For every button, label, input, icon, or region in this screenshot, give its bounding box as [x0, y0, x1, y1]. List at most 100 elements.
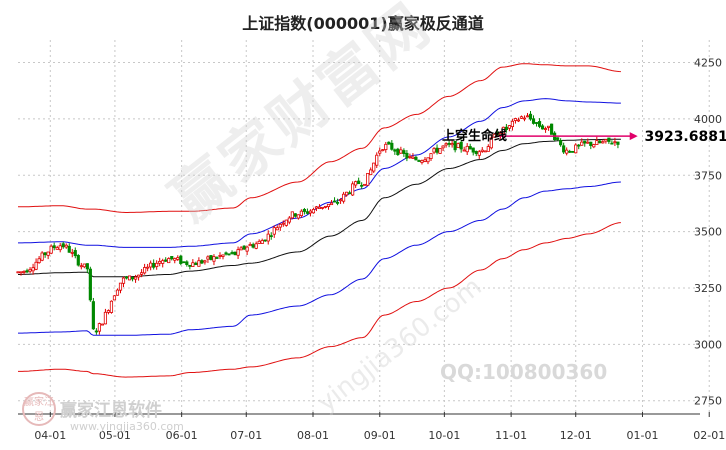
- candle-body: [269, 235, 273, 238]
- candle-body: [456, 143, 460, 149]
- candle-body: [543, 128, 548, 130]
- candle-body: [317, 206, 322, 209]
- candle-body: [293, 213, 297, 217]
- candle-body: [73, 250, 77, 257]
- candle-body: [64, 244, 68, 248]
- candle-body: [242, 245, 246, 250]
- candle-body: [79, 265, 83, 268]
- candle-body: [224, 252, 228, 255]
- candle-body: [158, 260, 162, 264]
- candle-body: [203, 260, 207, 263]
- candle-body: [112, 295, 117, 301]
- candle-body: [137, 274, 141, 278]
- y-tick-label: 3750: [694, 169, 722, 182]
- candle-body: [278, 223, 282, 228]
- candle-body: [257, 240, 261, 244]
- candle-body: [598, 140, 602, 144]
- candle-body: [31, 267, 35, 272]
- candle-body: [441, 145, 445, 149]
- candle-body: [227, 253, 231, 256]
- candle-body: [586, 141, 590, 144]
- candle-body: [525, 115, 530, 118]
- candle-body: [577, 144, 581, 147]
- candle-body: [408, 156, 412, 158]
- candle-body: [510, 120, 514, 128]
- candle-body: [326, 203, 331, 207]
- candle-body: [46, 251, 50, 256]
- candle-body: [302, 209, 306, 212]
- candle-body: [82, 263, 86, 268]
- annotation-label: 上穿生命线: [442, 128, 507, 144]
- candle-body: [212, 256, 216, 262]
- candle-body: [471, 147, 475, 153]
- candle-body: [305, 211, 309, 214]
- candle-body: [106, 310, 111, 313]
- candle-body: [396, 148, 400, 156]
- candle-body: [329, 202, 334, 206]
- candle-body: [604, 139, 608, 142]
- candle-body: [88, 268, 92, 301]
- y-tick-label: 2750: [694, 395, 722, 408]
- y-tick-label: 3500: [694, 226, 722, 239]
- y-tick-label: 3000: [694, 338, 722, 351]
- candle-body: [522, 117, 527, 120]
- x-tick-label: 12-01: [560, 429, 592, 442]
- candle-body: [450, 143, 454, 146]
- candle-body: [209, 255, 213, 260]
- candle-body: [616, 141, 620, 145]
- candle-body: [592, 144, 596, 148]
- candle-body: [534, 122, 539, 124]
- candle-body: [513, 118, 518, 121]
- candle-body: [320, 206, 325, 209]
- annotation-arrow-head: [629, 132, 638, 141]
- x-tick-label: 02-01: [693, 429, 725, 442]
- candle-body: [185, 261, 189, 265]
- candle-body: [483, 150, 487, 153]
- candle-body: [218, 255, 222, 257]
- candle-body: [173, 258, 177, 261]
- candle-body: [16, 271, 20, 274]
- candle-body: [459, 141, 463, 150]
- candle-body: [378, 150, 382, 154]
- candle-body: [233, 251, 237, 256]
- candle-body: [556, 137, 560, 140]
- lower_inner_band-line: [18, 181, 621, 336]
- candle-body: [477, 151, 481, 156]
- candle-body: [335, 201, 340, 204]
- candle-body: [453, 141, 457, 151]
- x-tick-label: 04-01: [34, 429, 66, 442]
- candle-body: [363, 183, 367, 186]
- candle-body: [489, 137, 493, 149]
- candle-body: [221, 254, 225, 257]
- chart-title: 上证指数(000001)赢家极反通道: [242, 14, 484, 33]
- candle-body: [97, 323, 101, 332]
- candle-body: [357, 180, 361, 185]
- annotation-value: 3923.6881: [644, 129, 726, 145]
- candle-body: [40, 252, 44, 261]
- candle-body: [426, 157, 430, 163]
- candle-body: [559, 140, 563, 146]
- candle-body: [417, 160, 421, 162]
- candle-body: [423, 159, 427, 162]
- candle-body: [287, 217, 291, 223]
- candle-body: [197, 260, 201, 267]
- candle-body: [540, 125, 545, 130]
- candle-body: [414, 156, 418, 161]
- candle-body: [432, 148, 436, 153]
- candle-body: [245, 246, 249, 252]
- candle-body: [34, 261, 38, 270]
- candle-body: [447, 142, 451, 145]
- candle-body: [284, 219, 288, 226]
- candle-body: [140, 272, 144, 275]
- candle-body: [444, 143, 448, 146]
- candle-body: [550, 123, 554, 135]
- x-tick-label: 01-01: [626, 429, 658, 442]
- candle-body: [299, 210, 303, 217]
- candle-body: [537, 121, 542, 127]
- candle-body: [155, 262, 159, 267]
- candle-layer: [16, 110, 620, 335]
- candle-body: [492, 133, 496, 138]
- candle-body: [194, 262, 198, 266]
- candle-body: [366, 173, 370, 186]
- candle-body: [164, 259, 168, 262]
